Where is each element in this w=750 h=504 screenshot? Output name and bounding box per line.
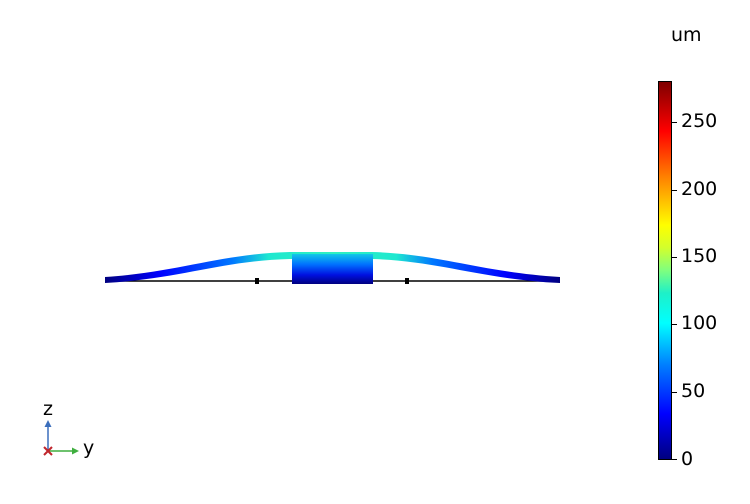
colorbar-label-200: 200 — [681, 178, 718, 200]
y-axis-label: y — [83, 437, 95, 459]
colorbar-tick — [672, 257, 677, 258]
colorbar-tick — [672, 190, 677, 191]
colorbar-unit: um — [671, 24, 702, 46]
colorbar — [658, 81, 672, 460]
colorbar-tick — [672, 392, 677, 393]
z-axis-arrow — [44, 420, 52, 427]
z-axis-label: z — [43, 398, 53, 420]
base-anchor-left — [255, 278, 259, 284]
colorbar-tick — [672, 324, 677, 325]
colorbar-label-250: 250 — [681, 110, 718, 132]
y-axis-arrow — [72, 447, 79, 455]
base-anchor-right — [405, 278, 409, 284]
colorbar-label-100: 100 — [681, 312, 718, 334]
colorbar-label-0: 0 — [681, 448, 694, 470]
colorbar-tick — [672, 122, 677, 123]
colorbar-tick — [672, 459, 677, 460]
colorbar-label-150: 150 — [681, 245, 718, 267]
colorbar-label-50: 50 — [681, 380, 706, 402]
x-axis-mark-b — [43, 446, 53, 456]
center-block — [292, 254, 373, 284]
